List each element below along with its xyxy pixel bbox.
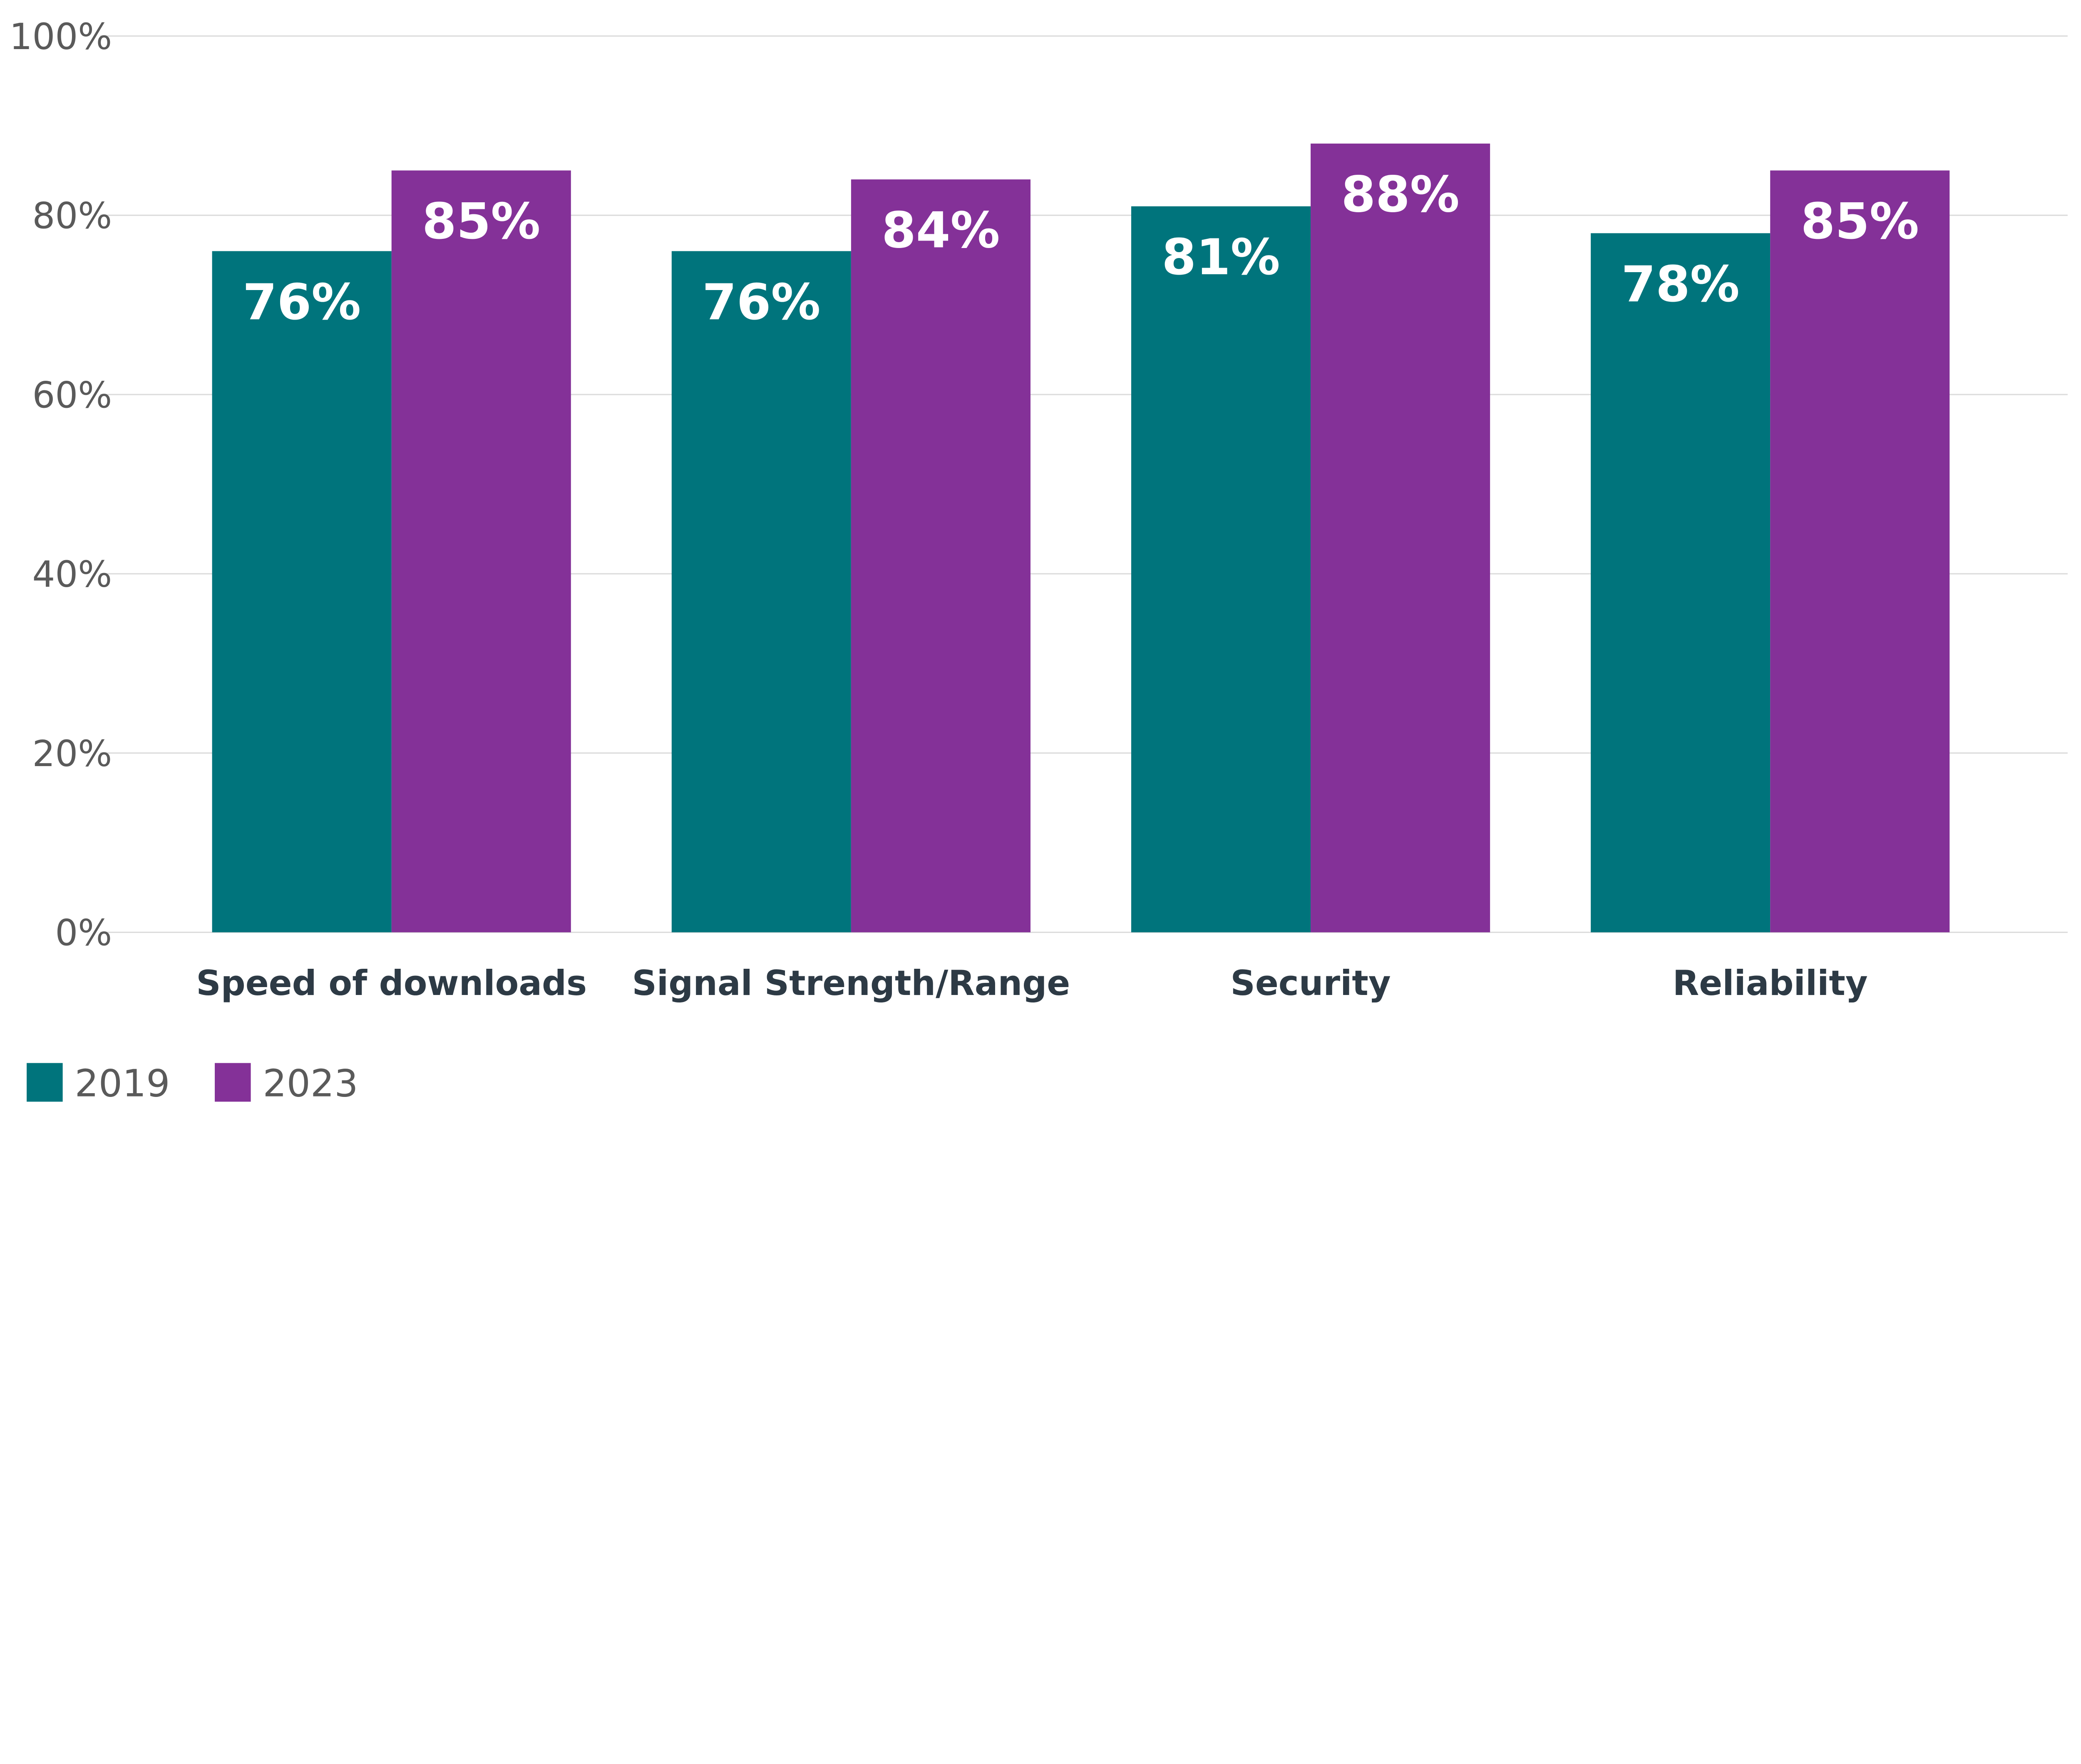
y-tick-label: 60% (32, 375, 112, 416)
y-tick-label: 80% (32, 196, 112, 237)
bar-chart: 0% 20% 40% 60% 80% 100% 76% 85% 76% 84% 81% 88% 78%… (10, 16, 2068, 1103)
category-label: Speed of downloads (196, 963, 587, 1003)
legend-label: 2019 (74, 1062, 170, 1103)
data-label: 76% (243, 274, 361, 331)
data-label: 84% (882, 202, 1000, 260)
data-label: 81% (1162, 229, 1280, 286)
legend: 2019 2023 (27, 1062, 358, 1103)
y-tick-label: 40% (32, 554, 112, 595)
bar-2023 (1311, 144, 1490, 933)
legend-label: 2023 (263, 1062, 358, 1103)
category-label: Reliability (1673, 963, 1868, 1003)
data-label: 85% (422, 193, 540, 251)
legend-swatch-2019 (27, 1063, 63, 1102)
data-label: 78% (1622, 256, 1740, 313)
bar-2019 (671, 251, 851, 933)
bars: 76% 85% 76% 84% 81% 88% 78% 85% (212, 144, 1950, 933)
bar-2023 (391, 170, 571, 933)
data-label: 85% (1801, 193, 1919, 251)
y-axis-tick-labels: 0% 20% 40% 60% 80% 100% (10, 16, 112, 954)
bar-2019 (1131, 206, 1311, 933)
bar-2019 (212, 251, 392, 933)
category-label: Signal Strength/Range (632, 963, 1070, 1003)
data-label: 88% (1341, 166, 1459, 223)
data-label: 76% (702, 274, 820, 331)
y-tick-label: 0% (55, 913, 112, 954)
bar-2023 (1770, 170, 1950, 933)
x-axis-category-labels: Speed of downloads Signal Strength/Range S… (196, 963, 1867, 1003)
bar-2023 (851, 179, 1031, 933)
y-tick-label: 20% (32, 733, 112, 775)
y-tick-label: 100% (10, 16, 112, 58)
legend-swatch-2023 (215, 1063, 251, 1102)
bar-2019 (1591, 233, 1771, 933)
category-label: Security (1230, 963, 1391, 1003)
